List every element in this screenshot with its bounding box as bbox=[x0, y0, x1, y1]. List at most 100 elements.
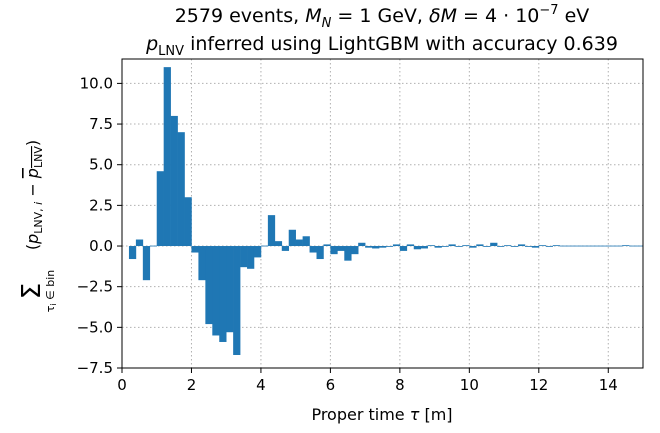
svg-text:Σ: Σ bbox=[17, 283, 47, 299]
bar bbox=[142, 246, 151, 281]
bar bbox=[240, 246, 248, 268]
bar bbox=[219, 246, 227, 342]
bar bbox=[573, 245, 581, 247]
bar bbox=[615, 245, 623, 247]
bar bbox=[545, 246, 553, 247]
bar bbox=[170, 115, 178, 247]
bar bbox=[330, 246, 338, 255]
bar bbox=[253, 246, 262, 258]
bar bbox=[191, 246, 199, 253]
y-tick-label: 10.0 bbox=[80, 74, 113, 92]
x-tick-label: 2 bbox=[187, 376, 197, 394]
bar bbox=[524, 246, 533, 247]
x-axis-ticks: 0 2 4 6 8 10 12 14 bbox=[117, 368, 618, 394]
bar bbox=[135, 239, 144, 247]
bar bbox=[511, 246, 519, 247]
bar bbox=[441, 246, 449, 247]
bar bbox=[337, 246, 345, 251]
bar bbox=[198, 246, 206, 281]
bar bbox=[260, 245, 269, 247]
bar bbox=[601, 245, 609, 247]
y-tick-label: −2.5 bbox=[77, 278, 113, 296]
bar bbox=[594, 245, 602, 247]
y-axis-label: Σ τi ∈ bin (pLNV, i − pLNV) bbox=[17, 140, 58, 312]
x-tick-label: 8 bbox=[395, 376, 405, 394]
bar bbox=[559, 245, 567, 247]
bar bbox=[483, 246, 491, 247]
bar bbox=[420, 246, 428, 249]
bar bbox=[497, 246, 505, 247]
x-tick-label: 0 bbox=[117, 376, 127, 394]
bar bbox=[392, 244, 401, 247]
x-tick-label: 6 bbox=[326, 376, 336, 394]
bar bbox=[274, 241, 283, 247]
bar bbox=[365, 246, 373, 248]
bar bbox=[163, 67, 171, 247]
bar bbox=[156, 171, 164, 247]
x-tick-label: 12 bbox=[529, 376, 548, 394]
bar bbox=[608, 245, 616, 247]
bar bbox=[226, 246, 234, 333]
bar bbox=[316, 246, 324, 260]
y-tick-label: 5.0 bbox=[89, 156, 113, 174]
grid bbox=[121, 59, 643, 369]
bar bbox=[622, 245, 630, 247]
bar bbox=[399, 246, 408, 251]
x-tick-label: 4 bbox=[256, 376, 266, 394]
bar bbox=[455, 246, 463, 247]
bar bbox=[566, 245, 574, 247]
bar bbox=[281, 246, 290, 251]
bar bbox=[448, 244, 456, 247]
bar bbox=[212, 246, 220, 336]
bar bbox=[379, 246, 387, 248]
y-axis-ticks: −7.5 −5.0 −2.5 0.0 2.5 5.0 7.5 10.0 bbox=[77, 74, 122, 377]
bar bbox=[413, 246, 422, 250]
bar bbox=[184, 197, 192, 247]
bar bbox=[323, 244, 331, 247]
bar bbox=[247, 246, 255, 269]
bar bbox=[434, 246, 442, 248]
bar bbox=[636, 245, 644, 247]
bar bbox=[233, 246, 241, 355]
bar bbox=[469, 246, 477, 248]
bar bbox=[462, 245, 470, 247]
bar bbox=[406, 244, 415, 247]
x-tick-label: 10 bbox=[460, 376, 479, 394]
bar bbox=[490, 242, 498, 247]
chart-title-line-1: 2579 events, MN = 1 GeV, δM = 4 · 10−7 e… bbox=[175, 3, 590, 31]
bar bbox=[538, 245, 547, 247]
bar bbox=[344, 246, 352, 261]
bar bbox=[427, 245, 435, 247]
y-tick-label: −5.0 bbox=[77, 318, 113, 336]
bar bbox=[517, 244, 526, 247]
bar bbox=[552, 245, 560, 247]
bar bbox=[205, 246, 213, 325]
svg-text:(pLNV, i − pLNV): (pLNV, i − pLNV) bbox=[23, 140, 45, 250]
bar bbox=[128, 246, 137, 260]
bar bbox=[580, 245, 588, 247]
plot-frame bbox=[121, 58, 644, 369]
bar bbox=[309, 246, 317, 253]
y-tick-label: 0.0 bbox=[89, 237, 113, 255]
bar bbox=[177, 132, 185, 247]
bar bbox=[295, 239, 303, 247]
bar bbox=[288, 229, 296, 247]
bar bbox=[372, 246, 380, 249]
bars bbox=[128, 67, 644, 355]
bar bbox=[351, 246, 359, 255]
bar bbox=[149, 245, 158, 247]
bar bbox=[358, 242, 366, 247]
bar bbox=[267, 215, 276, 247]
bar bbox=[385, 246, 394, 247]
bar bbox=[587, 245, 595, 247]
y-tick-label: 7.5 bbox=[89, 115, 113, 133]
bar bbox=[476, 244, 484, 247]
x-axis-label: Proper time τ [m] bbox=[311, 405, 452, 424]
x-tick-label: 14 bbox=[599, 376, 618, 394]
chart-title-line-2: pLNV inferred using LightGBM with accura… bbox=[145, 33, 618, 59]
bar bbox=[302, 236, 310, 247]
bar bbox=[629, 245, 637, 247]
y-tick-label: −7.5 bbox=[77, 359, 113, 377]
y-tick-label: 2.5 bbox=[89, 196, 113, 214]
